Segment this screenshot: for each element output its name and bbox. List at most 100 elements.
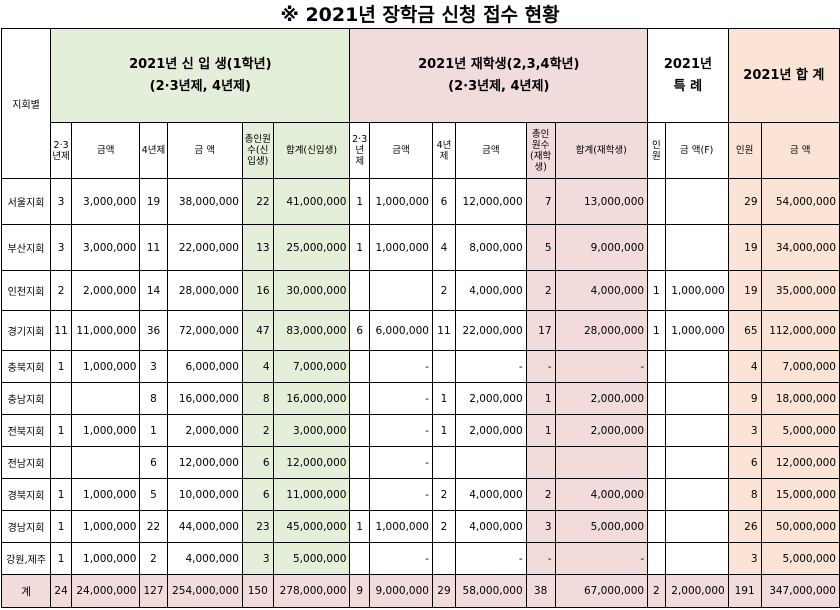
table-cell: 6 [349,310,370,351]
table-row: 서울지회 3 3,000,000 19 38,000,000 22 41,000,000 1 1… [0,178,840,225]
table-cell: 1,000,000 [70,414,141,447]
table-cell [349,270,370,311]
table-row: 부산지회 3 3,000,000 11 22,000,000 13 25,000,000 1 1… [0,224,840,271]
table-cell [647,446,666,479]
table-cell: - [454,542,527,575]
table-cell: 1,000,000 [664,310,729,351]
table-row: 전남지회 6 12,000,000 6 12,000,000-6 12,000,000 [0,446,840,479]
sub-f-amt2: 금 액 [166,122,243,179]
table-cell: 8,000,000 [454,224,527,271]
table-cell: 1,000,000 [664,270,729,311]
table-cell: - [554,542,649,575]
table-cell [647,510,666,543]
table-cell: 6,000,000 [166,350,243,383]
total-cell: 9 [349,574,370,608]
returning-header-line1: 2021년 재학생(2,3,4학년) [418,56,580,72]
table-cell: 1 [525,414,556,447]
sub-f-amt1: 금액 [70,122,141,179]
table-cell: 1 [647,270,666,311]
table-cell: 4,000,000 [454,270,527,311]
total-cell: 150 [241,574,274,608]
table-cell: 3 [50,224,72,271]
total-cell: 2 [647,574,666,608]
sub-t-amt: 금 액 [760,122,840,179]
table-cell: 4,000,000 [454,510,527,543]
table-cell: - [368,446,433,479]
branch-name: 경기지회 [0,310,52,351]
table-cell: 1,000,000 [368,224,433,271]
branch-name: 강원,제주 [0,542,52,575]
table-cell: 6 [727,446,762,479]
table-cell: 29 [727,178,762,225]
table-row: 강원,제주 1 1,000,000 2 4,000,000 3 5,000,000- - - -3… [0,542,840,575]
table-cell: 5,000,000 [554,510,649,543]
table-cell [647,224,666,271]
table-cell: 7 [525,178,556,225]
table-cell [525,446,556,479]
table-cell: 1 [349,178,370,225]
table-cell [647,350,666,383]
table-cell: 6 [431,178,456,225]
table-cell: 6 [241,446,274,479]
table-cell: 19 [727,224,762,271]
table-cell: 5 [139,478,168,511]
table-cell: 65 [727,310,762,351]
table-cell: 2 [525,478,556,511]
table-cell: - [368,478,433,511]
table-cell: 11 [139,224,168,271]
table-cell: 1,000,000 [70,350,141,383]
table-cell [664,382,729,415]
table-cell: 72,000,000 [166,310,243,351]
table-cell: 5,000,000 [760,542,840,575]
table-cell [664,178,729,225]
table-cell: 112,000,000 [760,310,840,351]
table-cell: 8 [727,478,762,511]
table-cell [647,478,666,511]
table-cell: 1 [349,510,370,543]
branch-name: 충남지회 [0,382,52,415]
table-cell: 2 [431,510,456,543]
table-cell: 2 [431,270,456,311]
table-cell: 3 [727,542,762,575]
table-cell: 4 [241,350,274,383]
table-cell: 28,000,000 [166,270,243,311]
table-cell: 2,000,000 [554,382,649,415]
branch-header: 지회별 [0,28,52,179]
table-row: 경기지회 11 11,000,000 36 72,000,000 47 83,000,000… [0,310,840,351]
total-cell: 127 [139,574,168,608]
total-cell: 24 [50,574,72,608]
table-cell: 1 [50,350,72,383]
freshman-header-line1: 2021년 신 입 생(1학년) [129,56,272,72]
sub-f-sum: 합계(신입생) [272,122,351,179]
table-cell: 17 [525,310,556,351]
table-cell: 7,000,000 [272,350,351,383]
table-cell: 2 [139,542,168,575]
table-cell [647,542,666,575]
table-cell: 1,000,000 [70,478,141,511]
table-cell: 3,000,000 [70,224,141,271]
table-cell: 54,000,000 [760,178,840,225]
table-cell [647,414,666,447]
table-cell: 2 [525,270,556,311]
table-cell: 1,000,000 [70,510,141,543]
table-cell [431,542,456,575]
page-title: ※ 2021년 장학금 신청 접수 현황 [280,4,560,26]
table-cell: 50,000,000 [760,510,840,543]
table-cell: 6 [241,478,274,511]
table-cell: 1 [431,414,456,447]
table-cell: 22 [241,178,274,225]
table-cell [70,382,141,415]
table-cell: 36 [139,310,168,351]
table-cell: 13,000,000 [554,178,649,225]
table-cell: 2 [241,414,274,447]
table-cell: 3 [525,510,556,543]
special-header: 2021년 특 례 [647,28,729,123]
table-cell: 1 [50,510,72,543]
table-cell: 41,000,000 [272,178,351,225]
table-cell [664,350,729,383]
table-cell: - [554,350,649,383]
table-cell: 4 [431,224,456,271]
total-row: 계 24 24,000,000 127 254,000,000 150 278,… [0,574,840,608]
table-cell: 2 [50,270,72,311]
table-cell: 23 [241,510,274,543]
